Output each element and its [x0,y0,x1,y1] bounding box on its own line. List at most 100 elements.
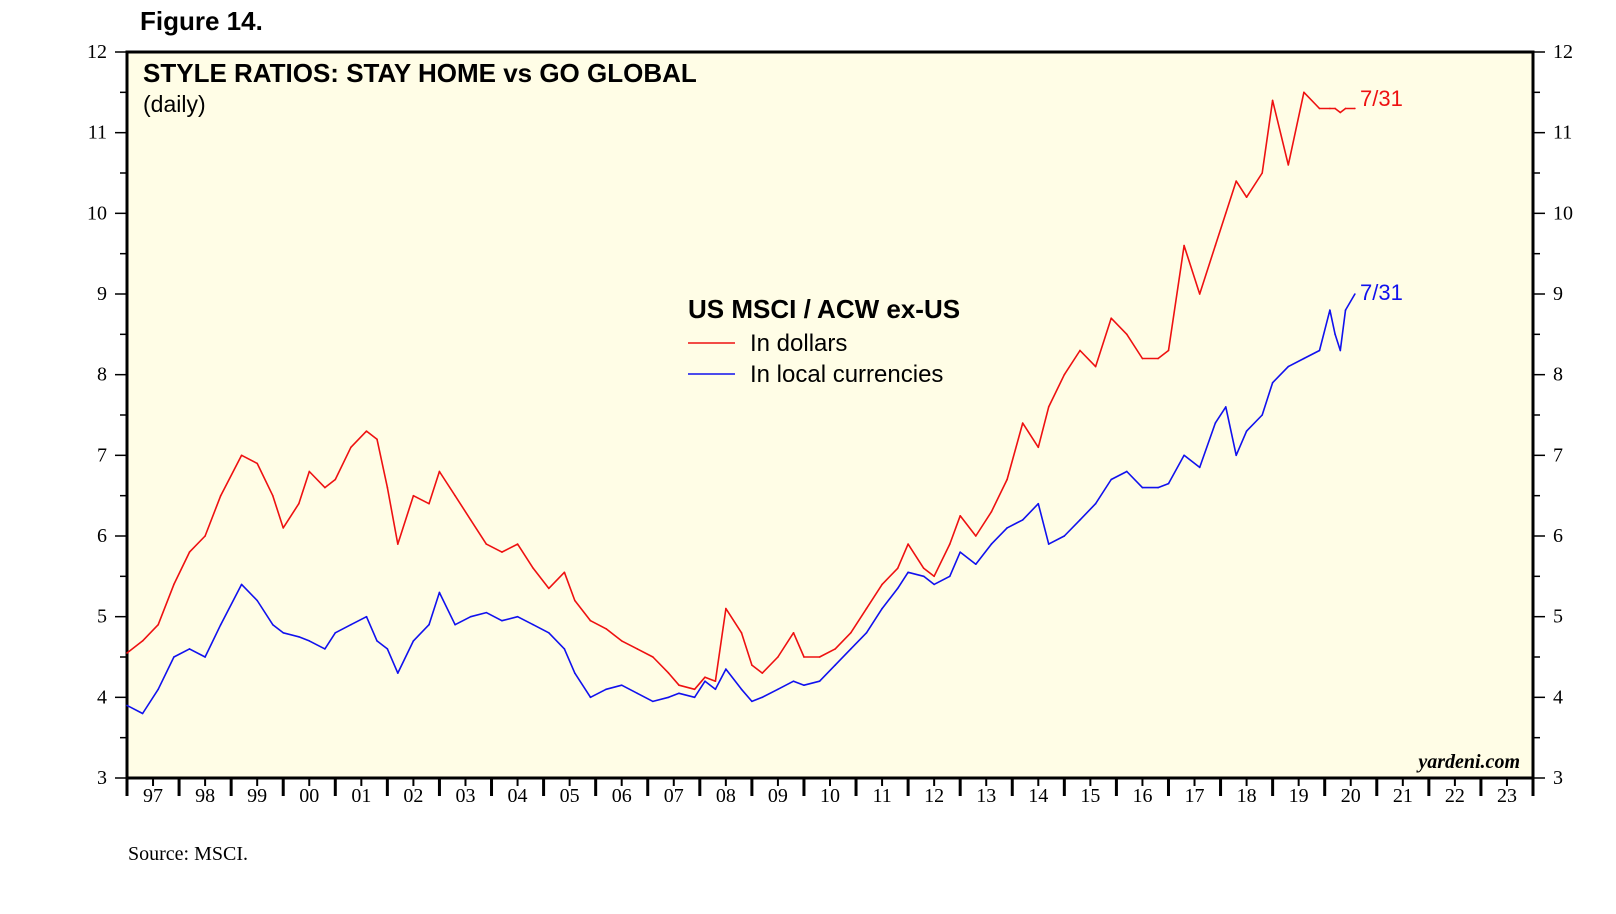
point-local [1339,349,1342,352]
y-tick-label-right: 3 [1553,767,1563,789]
point-dollars [1354,107,1356,110]
point-local [907,571,909,574]
point-local [777,688,779,691]
point-dollars [1339,111,1342,114]
x-tick-label: 07 [664,785,684,807]
point-dollars [1334,107,1336,110]
point-local [173,656,175,658]
point-dollars [1094,365,1097,368]
point-local [990,543,993,545]
x-tick-label: 06 [612,785,632,807]
point-local [1157,486,1159,489]
watermark: yardeni.com [1416,751,1520,773]
point-dollars [1079,349,1081,352]
point-local [126,704,128,707]
point-dollars [548,587,550,590]
point-dollars [396,543,399,545]
point-local [667,696,670,699]
point-local [240,583,243,586]
x-tick-label: 01 [351,785,371,807]
point-dollars [204,535,206,537]
plot-area [125,50,1535,780]
point-dollars [1141,357,1144,360]
x-tick-label: 22 [1445,785,1465,807]
point-dollars [1214,244,1217,247]
point-local [324,648,326,650]
point-local [563,648,566,650]
point-local [256,599,258,602]
y-tick-label-right: 5 [1553,606,1563,628]
series-line-dollars [126,91,1355,691]
legend-title: US MSCI / ACW ex-US [688,294,960,324]
point-dollars [219,494,222,497]
point-local [1198,466,1201,469]
legend-label-local: In local currencies [750,361,943,388]
x-tick-label: 23 [1497,785,1517,807]
point-dollars [1157,357,1159,360]
point-dollars [740,632,743,634]
point-local [1047,543,1050,545]
point-local [376,640,378,642]
point-dollars [818,656,821,658]
point-local [548,632,550,634]
point-dollars [516,543,519,545]
y-tick-label-left: 7 [97,444,107,466]
point-local [1224,406,1227,408]
point-local [272,623,274,626]
point-local [725,668,727,670]
y-tick-label-left: 9 [97,283,107,305]
series-lines [126,91,1356,715]
point-dollars [298,502,300,505]
point-local [1329,309,1331,311]
point-dollars [365,430,368,432]
point-local [803,684,805,687]
point-dollars [896,567,899,570]
point-local [922,575,925,578]
point-local [704,680,706,682]
point-local [1261,414,1264,416]
point-local [454,623,456,626]
point-dollars [428,502,430,505]
x-tick-label: 02 [403,785,423,807]
point-dollars [605,627,607,630]
point-local [298,636,300,638]
point-dollars [1224,212,1227,215]
y-tick-label-right: 11 [1553,122,1572,144]
x-tick-label: 17 [1185,785,1205,807]
point-local [428,623,430,626]
point-dollars [589,619,592,622]
point-dollars [620,640,623,642]
point-dollars [751,664,753,666]
point-dollars [725,607,727,610]
y-tick-label-right: 6 [1553,525,1563,547]
point-local [350,623,352,626]
point-local [818,680,821,682]
point-local [396,672,399,674]
point-local [1094,502,1097,505]
point-dollars [803,656,805,658]
y-tick-label-right: 10 [1553,202,1573,224]
point-local [761,696,764,699]
point-dollars [412,494,415,497]
point-local [636,692,639,695]
point-dollars [636,648,639,650]
point-dollars [1063,373,1066,376]
point-local [574,672,576,674]
x-tick-label: 05 [560,785,580,807]
point-dollars [907,543,909,545]
y-tick-label-right: 12 [1553,41,1573,63]
x-tick-label: 03 [455,785,475,807]
point-dollars [141,640,144,642]
y-tick-label-left: 3 [97,767,107,789]
point-dollars [834,648,837,650]
end-label-local: 7/31 [1360,280,1403,305]
x-tick-label: 14 [1028,785,1048,807]
point-local [308,640,311,642]
x-tick-label: 12 [924,785,944,807]
point-local [933,583,935,586]
point-local [188,648,191,650]
point-dollars [990,511,993,513]
point-local [516,615,519,618]
x-tick-label: 19 [1289,785,1309,807]
